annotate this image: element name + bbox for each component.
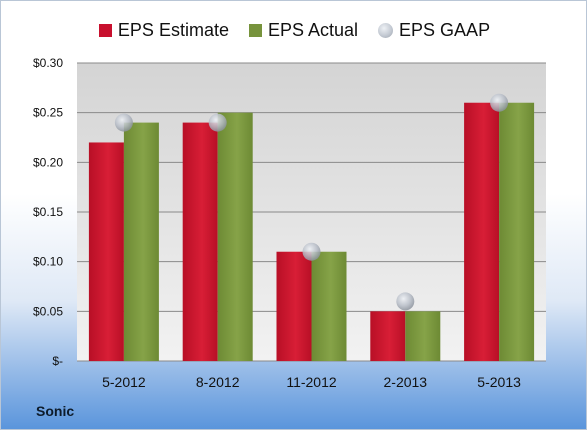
bar-eps-estimate — [182, 122, 218, 361]
bar-eps-actual — [499, 102, 535, 361]
marker-eps-gaap — [490, 93, 509, 112]
legend-item-gaap: EPS GAAP — [378, 20, 490, 41]
y-tick-label: $0.05 — [33, 304, 63, 318]
bar-eps-actual — [311, 251, 347, 361]
x-tick-label: 2-2013 — [384, 374, 428, 390]
y-tick-label: $0.30 — [33, 56, 63, 70]
marker-eps-gaap — [114, 113, 133, 132]
bar-eps-estimate — [370, 311, 406, 361]
y-tick-label: $0.25 — [33, 106, 63, 120]
x-tick-label: 11-2012 — [286, 374, 337, 390]
bar-eps-actual — [123, 122, 159, 361]
legend-label-gaap: EPS GAAP — [399, 19, 491, 40]
legend-marker-gaap — [378, 22, 394, 38]
legend-label-estimate: EPS Estimate — [117, 19, 229, 40]
company-label: Sonic — [36, 403, 75, 419]
marker-eps-gaap — [208, 113, 227, 132]
x-tick-label: 5-2013 — [477, 374, 521, 390]
y-tick-label: $0.15 — [33, 205, 63, 219]
bar-eps-estimate — [88, 142, 124, 361]
bar-eps-estimate — [276, 251, 312, 361]
legend-swatch-estimate — [98, 23, 112, 37]
y-tick-label: $0.10 — [33, 255, 63, 269]
legend-item-estimate: EPS Estimate — [98, 19, 229, 41]
y-tick-label: $0.20 — [33, 155, 63, 169]
x-tick-label: 5-2012 — [102, 374, 146, 390]
marker-eps-gaap — [396, 292, 415, 311]
legend: EPS Estimate EPS Actual EPS GAAP — [1, 17, 587, 43]
legend-swatch-actual — [248, 23, 262, 37]
legend-label-actual: EPS Actual — [267, 19, 359, 40]
bar-eps-actual — [217, 112, 253, 362]
bar-eps-estimate — [464, 102, 500, 361]
marker-eps-gaap — [302, 242, 321, 261]
bar-eps-actual — [405, 311, 441, 361]
x-tick-label: 8-2012 — [196, 374, 240, 390]
legend-item-actual: EPS Actual — [248, 19, 359, 41]
y-tick-label: $- — [52, 354, 63, 368]
